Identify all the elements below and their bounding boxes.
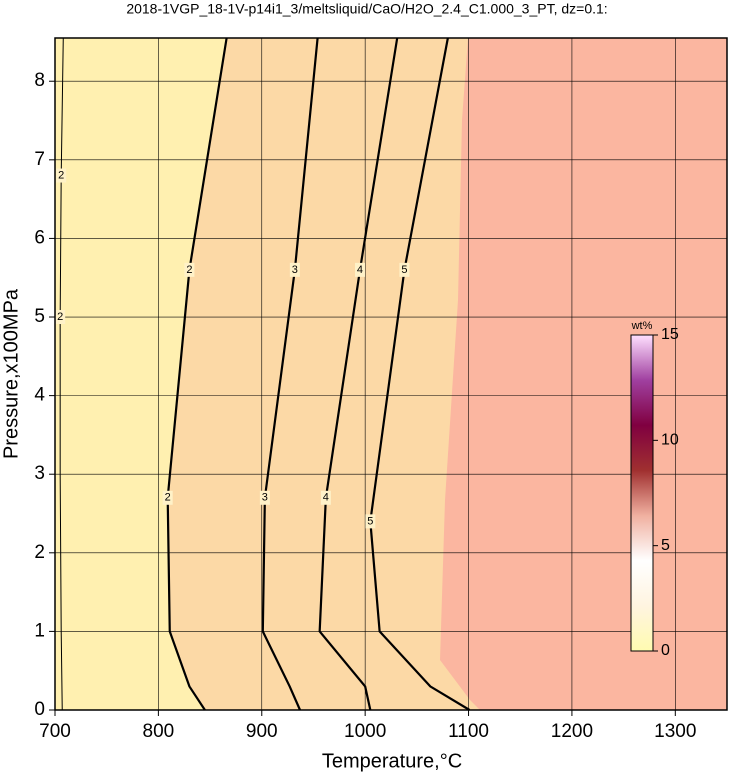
chart-title: 2018-1VGP_18-1V-p14i1_3/meltsliquid/CaO/… (126, 1, 607, 17)
contour-label: 5 (367, 515, 373, 527)
contour-label: 2 (165, 492, 171, 504)
x-tick-label: 1100 (448, 721, 489, 742)
x-tick-label: 900 (246, 721, 278, 742)
contour-line (369, 37, 471, 711)
contour-label: 4 (357, 264, 363, 276)
x-axis-label: Temperature,°C (322, 750, 462, 772)
y-tick-label: 6 (34, 227, 45, 248)
contour-label: 2 (58, 169, 64, 181)
contour-label: 3 (262, 492, 268, 504)
colorbar-tick-label: 0 (661, 642, 670, 659)
y-tick-label: 8 (34, 70, 45, 91)
y-tick-label: 4 (34, 385, 45, 406)
y-tick-label: 2 (34, 542, 45, 563)
colorbar (630, 334, 654, 652)
contour-line (59, 37, 64, 711)
contour-label-bg (259, 490, 270, 505)
field-low (55, 38, 227, 710)
contour-label: 2 (186, 264, 192, 276)
contour-line (166, 37, 228, 711)
colorbar-tick-label: 5 (661, 537, 670, 554)
y-tick-label: 5 (34, 306, 45, 327)
x-tick-label: 800 (143, 721, 175, 742)
contour-label: 2 (57, 311, 63, 323)
y-tick-label: 0 (34, 699, 45, 720)
contour-label-bg (162, 490, 173, 505)
x-tick-label: 700 (39, 721, 71, 742)
colorbar-label: wt% (631, 320, 653, 332)
y-tick-label: 1 (34, 620, 45, 641)
contour-label-bg (354, 262, 365, 277)
contour-label: 5 (401, 264, 407, 276)
x-tick-label: 1000 (344, 721, 386, 742)
contour-label-bg (289, 262, 300, 277)
colorbar-tick-label: 10 (661, 432, 679, 449)
contour-label-bg (320, 490, 331, 505)
x-tick-label: 1300 (654, 721, 696, 742)
contour-label-bg (365, 514, 376, 529)
y-axis-label: Pressure,x100MPa (0, 288, 22, 459)
contour-label-bg (55, 310, 66, 325)
x-tick-label: 1200 (551, 721, 593, 742)
colorbar-tick-label: 15 (661, 326, 679, 343)
contour-label: 3 (292, 264, 298, 276)
contour-label: 4 (323, 492, 329, 504)
plot-frame (54, 37, 728, 711)
y-tick-label: 3 (34, 463, 45, 484)
contour-line (318, 37, 399, 711)
y-tick-label: 7 (34, 149, 45, 170)
contour-line (261, 37, 319, 711)
contour-label-bg (184, 262, 195, 277)
contour-label-bg (56, 168, 67, 183)
contour-label-bg (399, 262, 410, 277)
